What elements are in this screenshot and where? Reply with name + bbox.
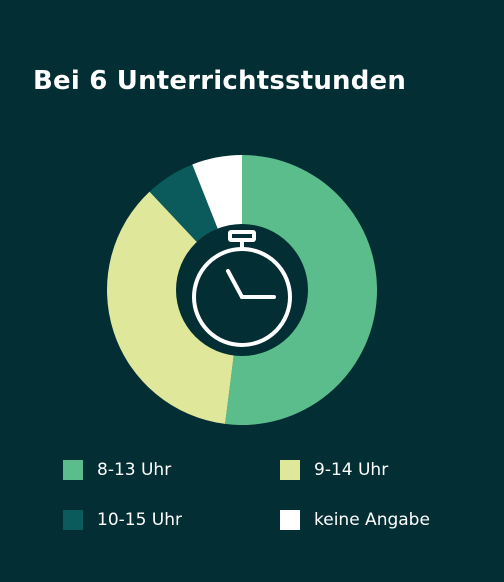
legend-label: 9-14 Uhr (314, 460, 389, 480)
legend-label: keine Angabe (314, 510, 430, 530)
legend-swatch (63, 460, 83, 480)
legend-swatch (63, 510, 83, 530)
legend-label: 10-15 Uhr (97, 510, 183, 530)
pie-slice (106, 191, 242, 424)
stopwatch-icon (192, 230, 292, 347)
legend-swatch (280, 460, 300, 480)
legend-item: 10-15 Uhr (63, 510, 182, 530)
legend-swatch (280, 510, 300, 530)
legend-item: 8-13 Uhr (63, 460, 171, 480)
donut-hole (176, 224, 308, 356)
legend-item: 9-14 Uhr (280, 460, 388, 480)
chart-title: Bei 6 Unterrichtsstunden (33, 66, 407, 96)
legend-label: 8-13 Uhr (97, 460, 172, 480)
legend-item: keine Angabe (280, 510, 430, 530)
